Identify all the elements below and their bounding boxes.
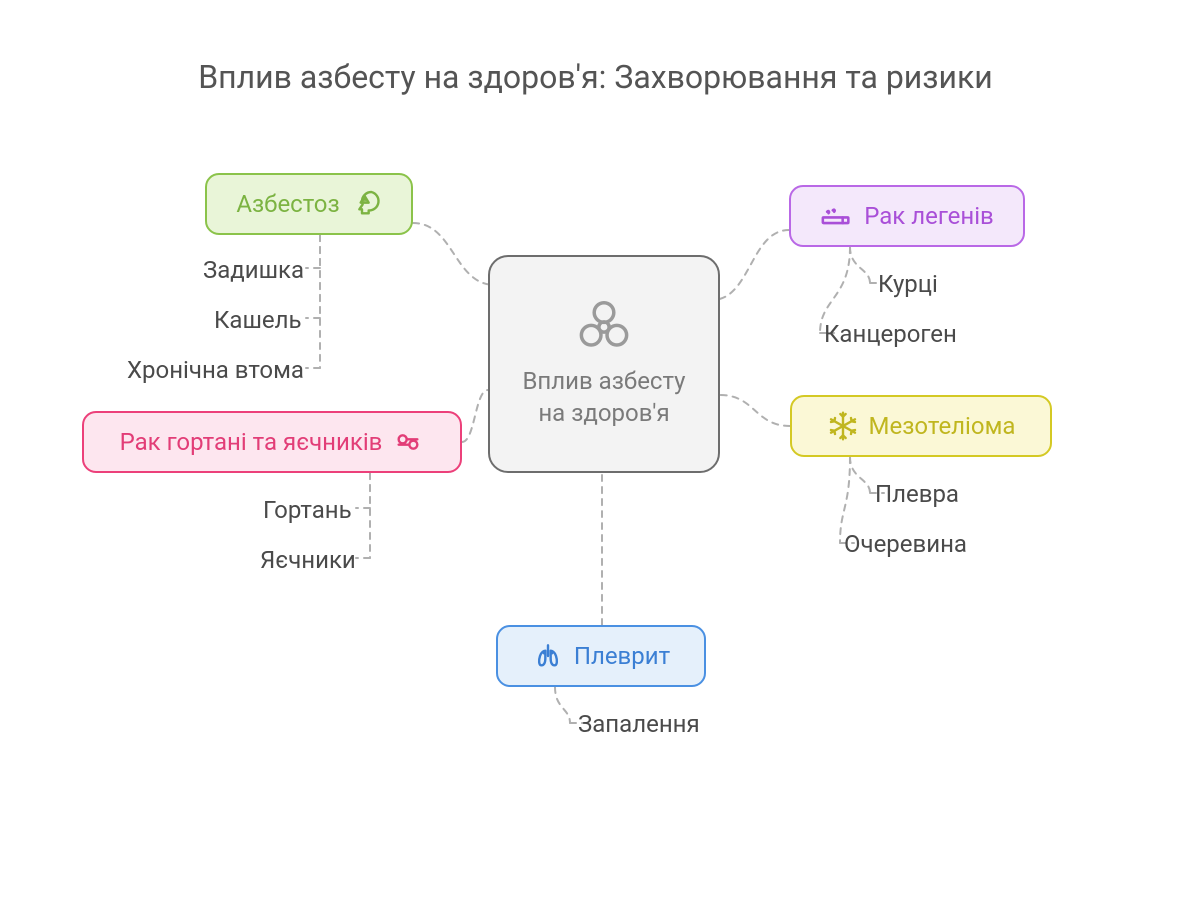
cancer-icon [392,426,424,458]
leaf-label: Очеревина [844,530,967,558]
leaf-label: Запалення [578,710,700,738]
snowflake-icon [827,410,859,442]
leaf-label: Кашель [214,306,302,334]
node-label: Азбестоз [236,190,339,218]
cigarette-icon [820,199,854,233]
node-larynx-ovary: Рак гортані та яєчників [82,411,462,473]
node-label: Рак легенів [864,202,994,230]
node-mesothelioma: Мезотеліома [790,395,1052,457]
node-lung-cancer: Рак легенів [789,185,1025,247]
leaf-label: Гортань [263,496,352,524]
leaf-label: Канцероген [824,320,957,348]
head-warning-icon [350,188,382,220]
lungs-icon [532,640,564,672]
leaf-label: Курці [878,270,938,298]
node-asbestosis: Азбестоз [205,173,413,235]
node-label: Мезотеліома [869,412,1016,440]
center-node: Вплив азбесту на здоров'я [488,255,720,473]
leaf-label: Яєчники [260,546,356,574]
leaf-label: Плевра [875,480,959,508]
biohazard-icon [576,299,632,355]
node-label: Плеврит [574,642,670,670]
node-pleurisy: Плеврит [496,625,706,687]
node-label: Рак гортані та яєчників [120,428,383,456]
center-label: Вплив азбесту на здоров'я [518,365,690,430]
leaf-label: Задишка [203,256,304,284]
leaf-label: Хронічна втома [127,356,304,384]
